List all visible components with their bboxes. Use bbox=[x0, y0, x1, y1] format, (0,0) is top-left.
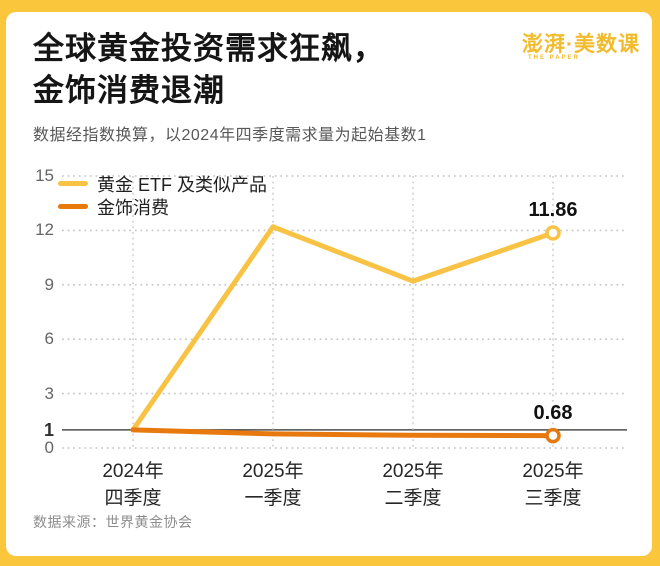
legend-label: 金饰消费 bbox=[97, 197, 169, 218]
chart-legend: 黄金 ETF 及类似产品 金饰消费 bbox=[58, 172, 267, 218]
x-tick-line2: 二季度 bbox=[384, 488, 442, 509]
title-line-1: 全球黄金投资需求狂飙， bbox=[33, 31, 385, 66]
x-tick-label: 2024年四季度 bbox=[68, 458, 198, 512]
page-title: 全球黄金投资需求狂飙， 金饰消费退潮 bbox=[33, 28, 503, 112]
jewelry-value-label: 0.68 bbox=[533, 401, 573, 424]
x-tick-label: 2025年一季度 bbox=[208, 458, 338, 512]
x-tick-line1: 2025年 bbox=[382, 461, 444, 482]
x-tick-line2: 一季度 bbox=[244, 488, 302, 509]
y-tick-label: 6 bbox=[44, 329, 54, 349]
etf-value-label: 11.86 bbox=[528, 198, 578, 221]
etf-series-line bbox=[130, 224, 556, 433]
x-tick-line1: 2024年 bbox=[102, 461, 164, 482]
card-background: 全球黄金投资需求狂飙， 金饰消费退潮 澎湃·美数课 THE PAPER 数据经指… bbox=[6, 12, 652, 556]
x-tick-line1: 2025年 bbox=[242, 461, 304, 482]
x-tick-line2: 三季度 bbox=[524, 488, 582, 509]
brand-name: 澎湃·美数课 bbox=[522, 33, 640, 56]
brand-subtitle: THE PAPER bbox=[528, 55, 580, 61]
line-chart bbox=[62, 175, 627, 449]
x-tick-line1: 2025年 bbox=[522, 461, 584, 482]
legend-item: 金饰消费 bbox=[58, 195, 267, 218]
y-tick-label: 0 bbox=[44, 438, 54, 457]
x-tick-label: 2025年二季度 bbox=[348, 458, 478, 512]
jewelry-end-marker bbox=[545, 427, 561, 444]
chart-subtitle: 数据经指数换算，以2024年四季度需求量为起始基数1 bbox=[33, 127, 427, 144]
etf-legend-swatch-icon bbox=[58, 181, 88, 186]
x-tick-label: 2025年三季度 bbox=[488, 458, 618, 512]
legend-label: 黄金 ETF 及类似产品 bbox=[97, 174, 267, 195]
legend-item: 黄金 ETF 及类似产品 bbox=[58, 172, 267, 195]
brand-logo: 澎湃·美数课 THE PAPER bbox=[522, 28, 640, 61]
y-tick-label: 1 bbox=[43, 419, 54, 440]
y-tick-label: 9 bbox=[44, 274, 54, 294]
etf-end-marker bbox=[545, 225, 561, 241]
y-tick-label: 12 bbox=[35, 220, 54, 240]
jewelry-series-line bbox=[130, 427, 556, 439]
y-tick-label: 15 bbox=[35, 166, 54, 185]
data-source: 数据来源：世界黄金协会 bbox=[33, 514, 193, 530]
y-tick-label: 3 bbox=[44, 383, 54, 403]
title-line-2: 金饰消费退潮 bbox=[33, 73, 225, 108]
jewelry-legend-swatch-icon bbox=[58, 204, 88, 209]
x-tick-line2: 四季度 bbox=[104, 488, 162, 509]
